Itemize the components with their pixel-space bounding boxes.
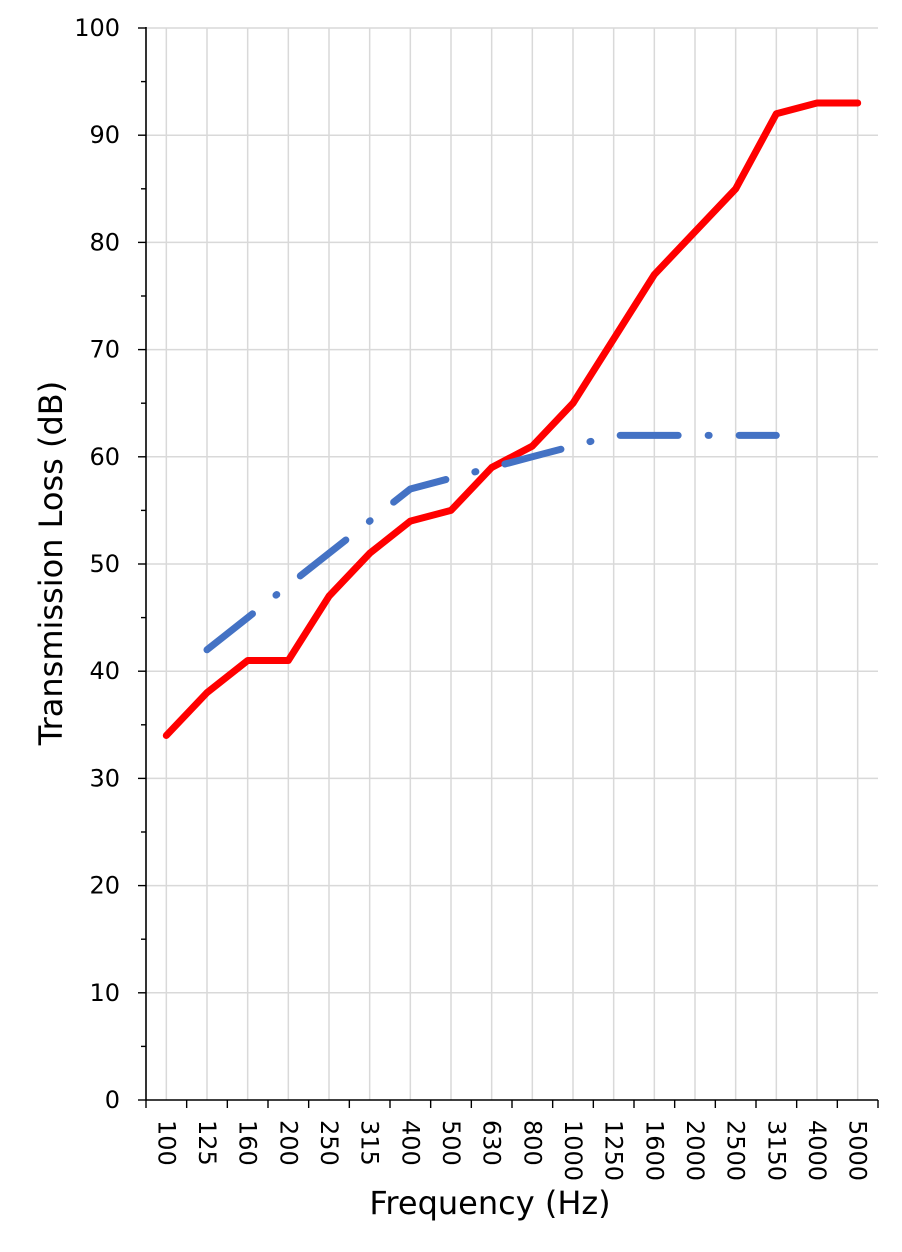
y-tick-label: 90 <box>89 121 120 149</box>
x-tick-label: 4000 <box>803 1120 831 1181</box>
y-tick-label: 0 <box>105 1086 120 1114</box>
y-tick-label: 60 <box>89 443 120 471</box>
x-tick-label: 1600 <box>640 1120 668 1181</box>
x-tick-label: 2500 <box>722 1120 750 1181</box>
y-tick-label: 30 <box>89 764 120 792</box>
x-tick-label: 3150 <box>762 1120 790 1181</box>
y-tick-label: 80 <box>89 228 120 256</box>
y-tick-label: 70 <box>89 336 120 364</box>
grid <box>146 27 878 1100</box>
y-axis-title: Transmission Loss (dB) <box>32 381 70 746</box>
y-tick-label: 100 <box>74 14 120 42</box>
y-tick-label: 10 <box>89 979 120 1007</box>
x-tick-label: 2000 <box>681 1120 709 1181</box>
y-tick-label: 20 <box>89 872 120 900</box>
x-tick-label: 200 <box>274 1120 302 1166</box>
x-tick-label: 5000 <box>844 1120 872 1181</box>
x-tick-label: 1000 <box>559 1120 587 1181</box>
x-tick-label: 500 <box>437 1120 465 1166</box>
x-tick-label: 250 <box>315 1120 343 1166</box>
x-tick-label: 100 <box>152 1120 180 1166</box>
ticks <box>138 27 879 1108</box>
x-tick-label: 315 <box>356 1120 384 1166</box>
x-axis-title: Frequency (Hz) <box>369 1184 610 1222</box>
x-tick-label: 800 <box>518 1120 546 1166</box>
x-tick-label: 400 <box>396 1120 424 1166</box>
y-tick-label: 40 <box>89 657 120 685</box>
x-tick-label: 630 <box>478 1120 506 1166</box>
series-line-0 <box>162 99 862 739</box>
x-tick-label: 125 <box>193 1120 221 1166</box>
x-tick-label: 1250 <box>600 1120 628 1181</box>
y-tick-label: 50 <box>89 550 120 578</box>
tick-labels: 0 10 20 30 40 50 60 70 80 90 100 100 125 160 200 250 315… <box>74 14 871 1181</box>
series <box>162 99 862 739</box>
x-tick-label: 160 <box>234 1120 262 1166</box>
series-line-1 <box>203 431 780 654</box>
